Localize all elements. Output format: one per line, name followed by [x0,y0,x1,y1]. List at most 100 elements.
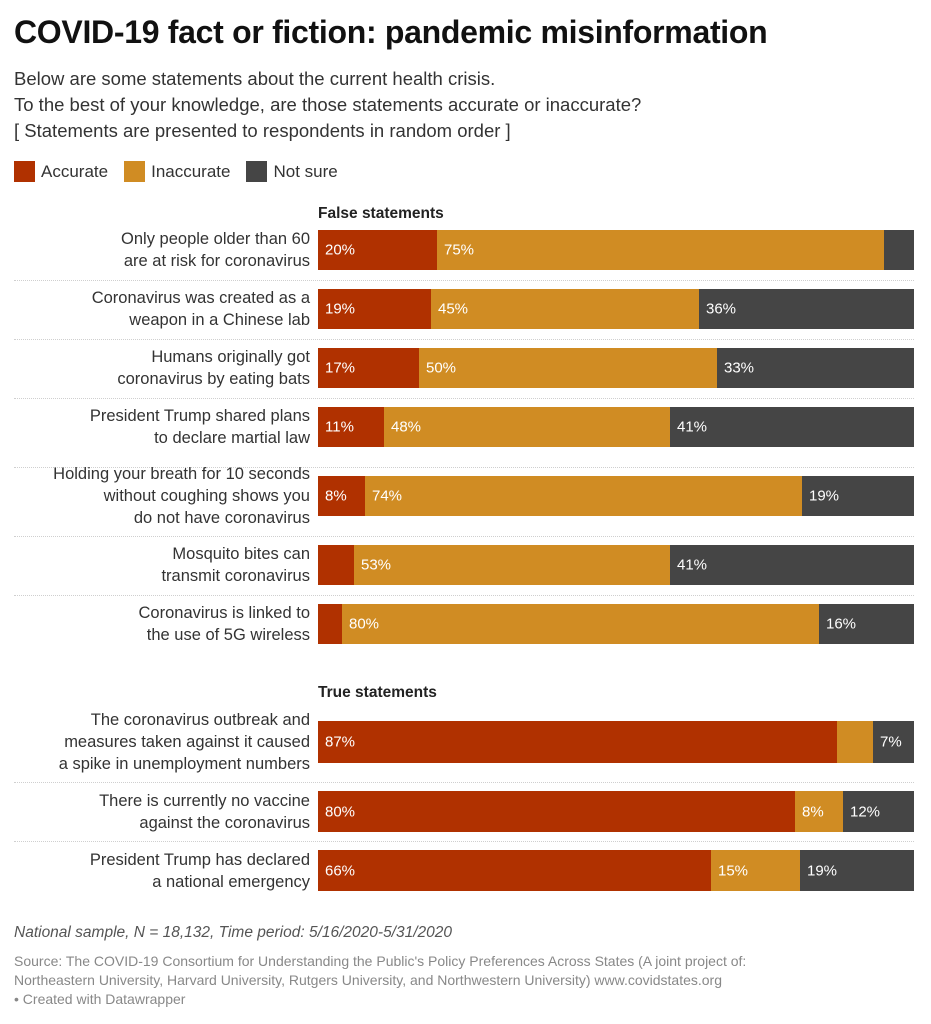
bar-segment-not-sure: 33% [717,348,914,388]
data-label: 19% [809,487,840,505]
legend-swatch [124,161,146,182]
data-label: 15% [718,862,749,879]
bar-segment-accurate: 19% [318,289,431,329]
legend-item-not-sure: Not sure [246,161,338,182]
row-label-line: The coronavirus outbreak and [90,711,310,729]
data-label: 17% [325,359,356,377]
data-label: 33% [724,359,755,377]
row-label: There is currently no vaccine against the… [10,790,310,834]
legend-label: Accurate [41,161,109,181]
source-line: Northeastern University, Harvard Univers… [14,972,723,988]
bar-segment-not-sure: 16% [819,604,914,644]
bar-segment-not-sure: 36% [699,289,914,329]
bar-segment-not-sure: 41% [670,545,914,585]
data-label: 74% [372,487,403,505]
data-label: 53% [361,556,392,574]
stacked-bar: 80% 16% [318,604,914,644]
description-line: Below are some statements about the curr… [14,68,496,89]
bar-segment-accurate: 87% [318,721,837,763]
chart-title: COVID-19 fact or fiction: pandemic misin… [14,14,768,50]
row-divider [14,398,914,399]
data-label: 45% [438,300,469,318]
row-label-line: Only people older than 60 [121,230,310,248]
stacked-bar: 20% 75% [318,230,914,270]
bar-segment-accurate: 11% [318,407,384,447]
row-label: The coronavirus outbreak and measures tak… [10,709,310,775]
legend-swatch [246,161,268,182]
row-label: Coronavirus was created as a weapon in a … [10,287,310,331]
row-divider [14,841,914,842]
row-label-line: Coronavirus was created as a [91,289,310,307]
chart-description: Below are some statements about the curr… [14,66,641,144]
legend-item-inaccurate: Inaccurate [124,161,230,182]
bar-segment-inaccurate: 45% [431,289,699,329]
bar-segment-accurate [318,545,354,585]
bar-segment-not-sure: 41% [670,407,914,447]
row-label-line: without coughing shows you [103,487,310,505]
stacked-bar: 17% 50% 33% [318,348,914,388]
stacked-bar: 53% 41% [318,545,914,585]
data-label: 66% [325,862,356,879]
source-note: Source: The COVID-19 Consortium for Unde… [14,952,746,1009]
row-label-line: do not have coronavirus [133,509,310,527]
data-label: 19% [807,862,838,879]
row-label-line: against the coronavirus [139,813,310,832]
source-line: Source: The COVID-19 Consortium for Unde… [14,953,747,969]
row-label-line: President Trump has declared [89,850,310,869]
row-label: Holding your breath for 10 seconds withou… [10,463,310,529]
row-label-line: a national emergency [152,872,310,891]
bar-segment-not-sure: 19% [802,476,914,516]
legend-item-accurate: Accurate [14,161,108,182]
row-label-line: the use of 5G wireless [146,626,310,644]
bar-segment-inaccurate: 74% [365,476,802,516]
sample-note: National sample, N = 18,132, Time period… [14,924,453,941]
stacked-bar: 80% 8% 12% [318,791,914,832]
stacked-bar: 8% 74% 19% [318,476,914,516]
row-divider [14,595,914,596]
bar-segment-not-sure: 12% [843,791,914,832]
data-label: 7% [880,733,902,751]
row-label-line: a spike in unemployment numbers [58,755,310,773]
data-label: 20% [325,241,356,259]
data-label: 8% [802,803,824,820]
bar-segment-accurate: 20% [318,230,437,270]
row-divider [14,782,914,783]
data-label: 80% [325,803,356,820]
data-label: 16% [826,615,857,633]
data-label: 36% [706,300,737,318]
data-label: 11% [325,418,354,436]
data-label: 12% [850,803,881,820]
data-label: 41% [677,556,708,574]
bar-segment-inaccurate: 8% [795,791,843,832]
row-label-line: Humans originally got [151,348,310,366]
bar-segment-not-sure: 7% [873,721,914,763]
bar-segment-inaccurate: 80% [342,604,819,644]
data-label: 48% [391,418,422,436]
bar-segment-accurate [318,604,342,644]
legend-label: Not sure [273,161,338,181]
row-label-line: Mosquito bites can [172,545,310,563]
row-divider [14,536,914,537]
data-label: 19% [325,300,356,318]
chart-legend: Accurate Inaccurate Not sure [14,161,354,182]
bar-segment-inaccurate: 75% [437,230,884,270]
row-label-line: There is currently no vaccine [99,791,310,810]
bar-segment-inaccurate: 53% [354,545,670,585]
row-label: Mosquito bites can transmit coronavirus [10,543,310,587]
bar-segment-accurate: 17% [318,348,419,388]
row-label-line: coronavirus by eating bats [117,370,310,388]
bar-segment-inaccurate: 48% [384,407,670,447]
section-title: False statements [318,205,444,222]
row-label-line: President Trump shared plans [89,407,310,425]
row-label-line: Holding your breath for 10 seconds [53,465,310,483]
row-label-line: weapon in a Chinese lab [129,311,310,329]
data-label: 75% [444,241,475,259]
row-label: President Trump has declared a national e… [10,849,310,893]
stacked-bar: 19% 45% 36% [318,289,914,329]
source-line: • Created with Datawrapper [14,991,186,1007]
data-label: 50% [426,359,457,377]
row-label: Coronavirus is linked to the use of 5G wi… [10,602,311,646]
data-label: 8% [325,487,347,505]
row-label: Humans originally got coronavirus by eati… [10,346,310,390]
bar-segment-not-sure [884,230,914,270]
